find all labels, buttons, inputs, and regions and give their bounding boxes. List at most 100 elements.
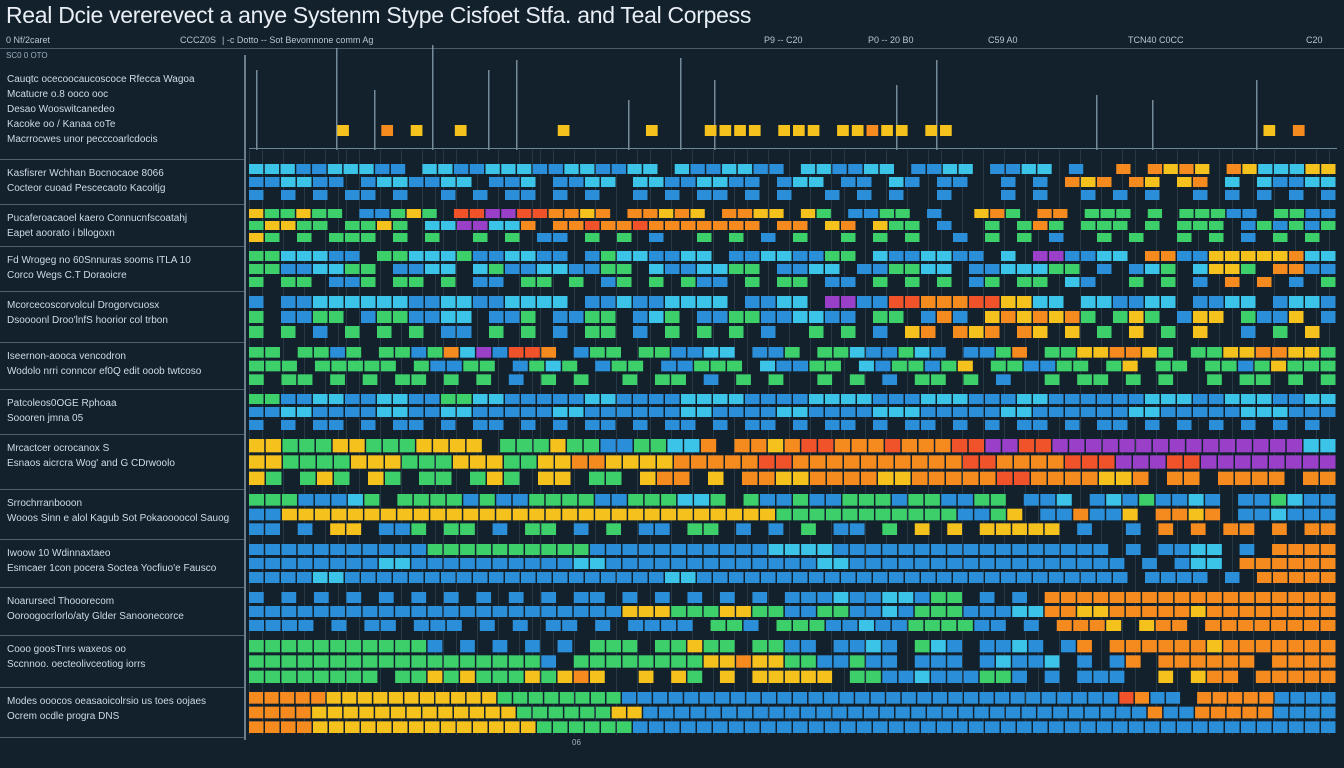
heatmap-cell [809, 407, 824, 417]
heatmap-cell [433, 439, 449, 453]
heatmap-cell [697, 221, 712, 230]
heatmap-cell [889, 264, 904, 274]
heatmap-cell [485, 209, 500, 218]
grid-line [1135, 150, 1136, 735]
heatmap-cell [719, 655, 735, 668]
heatmap-cell [1017, 394, 1032, 404]
heatmap-cell [1226, 209, 1241, 218]
heatmap-cell [1035, 439, 1051, 453]
heatmap-cell [671, 655, 686, 668]
heatmap-cell [622, 544, 638, 555]
heatmap-cell [1017, 264, 1032, 274]
heatmap-cell [525, 640, 540, 653]
top-marker-line [628, 100, 630, 150]
heatmap-cell [606, 523, 621, 535]
heatmap-cell [1236, 439, 1252, 453]
heatmap-cell [1288, 655, 1304, 668]
heatmap-cell [1082, 471, 1098, 485]
heatmap-cell [848, 706, 863, 719]
heatmap-cell [745, 277, 760, 287]
header-item: P0 -- 20 B0 [868, 35, 914, 45]
heatmap-cell [690, 209, 705, 218]
heatmap-cell [281, 326, 296, 338]
row-label-line: Mcatucre o.8 ooco ooc [7, 89, 109, 100]
heatmap-cell [985, 311, 1000, 323]
heatmap-cell [793, 407, 808, 417]
heatmap-cell [1097, 420, 1112, 430]
y-axis-line [244, 55, 246, 740]
heatmap-cell [1226, 164, 1241, 174]
heatmap-cell [329, 233, 344, 242]
heatmap-cell [1145, 177, 1160, 187]
top-marker [1263, 125, 1276, 136]
heatmap-cell [1093, 347, 1109, 358]
heatmap-cell [573, 606, 589, 617]
heatmap-cell [1239, 523, 1255, 535]
heatmap-cell [654, 374, 670, 385]
heatmap-cell [921, 407, 936, 417]
heatmap-cell [1223, 592, 1239, 603]
heatmap-cell [1116, 209, 1131, 218]
row-label-line: Cauqtc ocecoocaucoscoce Rfecca Wagoa [7, 74, 195, 85]
row-label-line: Iseernon-aooca vencodron [7, 351, 126, 362]
heatmap-cell [1273, 311, 1288, 323]
heatmap-cell [1145, 190, 1160, 200]
heatmap-cell [873, 264, 888, 274]
heatmap-cell [1142, 592, 1157, 603]
heatmap-cell [1109, 606, 1125, 617]
heatmap-cell [857, 394, 872, 404]
heatmap-cell [793, 721, 808, 733]
heatmap-cell [281, 177, 296, 187]
heatmap-cell [314, 494, 330, 506]
heatmap-cell [703, 544, 719, 555]
heatmap-cell [627, 706, 642, 719]
heatmap-cell [706, 706, 721, 719]
heatmap-cell [657, 455, 673, 469]
heatmap-cell [427, 655, 443, 668]
heatmap-cell [914, 347, 930, 358]
heatmap-cell [671, 544, 686, 555]
heatmap-cell [537, 233, 552, 242]
heatmap-cell [703, 347, 719, 358]
heatmap-cell [921, 296, 936, 308]
heatmap-cell [1122, 508, 1138, 521]
heatmap-cell [979, 544, 995, 555]
heatmap-cell [1060, 347, 1076, 358]
heatmap-cell [963, 544, 979, 555]
heatmap-cell [1273, 177, 1288, 187]
heatmap-cell [1303, 439, 1319, 453]
heatmap-cell [1017, 572, 1032, 583]
heatmap-cell [393, 277, 408, 287]
heatmap-cell [266, 471, 282, 485]
heatmap-cell [1100, 706, 1115, 719]
top-marker-line [936, 60, 938, 150]
heatmap-cell [329, 420, 344, 430]
heatmap-cell [1320, 558, 1336, 569]
row-label-line: Kacoke oo / Kanaa coTe [7, 119, 116, 130]
heatmap-cell [361, 177, 376, 187]
heatmap-cell [963, 558, 979, 569]
heatmap-cell [833, 655, 849, 668]
heatmap-cell [249, 721, 264, 733]
heatmap-cell [393, 311, 408, 323]
heatmap-cell [722, 209, 737, 218]
heatmap-cell [463, 494, 479, 506]
heatmap-cell [914, 670, 930, 683]
heatmap-cell [390, 209, 406, 218]
heatmap-cell [761, 311, 776, 323]
heatmap-cell [844, 471, 860, 485]
heatmap-cell [1184, 455, 1200, 469]
heatmap-cell [1241, 221, 1256, 230]
heatmap-cell [935, 439, 951, 453]
heatmap-cell [1258, 706, 1273, 719]
heatmap-cell [684, 439, 700, 453]
heatmap-cell [931, 606, 946, 617]
heatmap-cell [694, 508, 710, 521]
heatmap-cell [729, 221, 744, 230]
heatmap-cell [489, 326, 504, 338]
heatmap-cell [413, 620, 429, 631]
heatmap-cell [969, 296, 984, 308]
top-marker-line [680, 58, 682, 150]
heatmap-cell [476, 544, 492, 555]
heatmap-cell [473, 251, 488, 261]
